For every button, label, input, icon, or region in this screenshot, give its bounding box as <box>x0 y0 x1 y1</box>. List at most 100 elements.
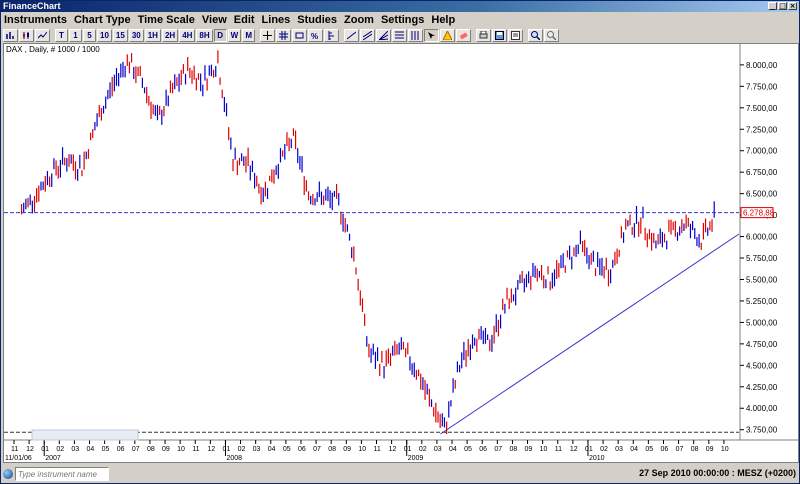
time-tick-label: 04 <box>87 446 95 453</box>
menu-lines[interactable]: Lines <box>261 14 291 26</box>
chart-panel[interactable]: 8.000,00 7.750,00 7.500,00 7.250,00 7.000,00… <box>3 43 799 463</box>
time-tick-label: 05 <box>283 446 291 453</box>
fibonacci-icon[interactable] <box>392 29 408 42</box>
time-tick-label: 02 <box>56 446 64 453</box>
year-label: 2009 <box>408 455 424 462</box>
current-price-box <box>740 207 774 219</box>
time-tick-label: 02 <box>238 446 246 453</box>
pointer-icon[interactable] <box>424 29 440 42</box>
channel-icon[interactable] <box>360 29 376 42</box>
price-tick-label: 6.750,00 <box>746 168 778 177</box>
year-label: 2010 <box>589 455 605 462</box>
timescale-10-button[interactable]: 10 <box>97 29 112 42</box>
menu-studies[interactable]: Studies <box>297 14 338 26</box>
price-tick-label: 7.000,00 <box>746 147 778 156</box>
time-tick-label: 10 <box>540 446 548 453</box>
time-tick-label: 12 <box>26 446 34 453</box>
time-tick-label: 06 <box>298 446 306 453</box>
price-tick-label: 6.000,00 <box>746 233 778 242</box>
price-chart[interactable]: 8.000,00 7.750,00 7.500,00 7.250,00 7.000,00… <box>4 44 798 462</box>
time-tick-label: 11 <box>555 446 562 453</box>
price-tick-label: 7.250,00 <box>746 125 778 134</box>
timescale-t-button[interactable]: T <box>55 29 68 42</box>
time-tick-label: 10 <box>177 446 185 453</box>
timescale-15-button[interactable]: 15 <box>112 29 128 42</box>
save-icon[interactable] <box>492 29 508 42</box>
fan-icon[interactable] <box>376 29 392 42</box>
time-tick-label: 07 <box>494 446 502 453</box>
time-tick-label: 06 <box>479 446 487 453</box>
menu-time-scale[interactable]: Time Scale <box>137 14 195 26</box>
timescale-d-button[interactable]: D <box>213 29 227 42</box>
price-bars <box>20 50 715 435</box>
print-icon[interactable] <box>476 29 492 42</box>
price-tick-label: 5.000,00 <box>746 318 778 327</box>
svg-text:%: % <box>311 32 318 40</box>
timescale-1-button[interactable]: 1 <box>69 29 82 42</box>
price-tick-label: 4.250,00 <box>746 383 778 392</box>
watermark-box <box>31 429 139 441</box>
timescale-4h-button[interactable]: 4H <box>179 29 196 42</box>
time-tick-label: 10 <box>721 446 729 453</box>
time-tick-label: 01 <box>222 446 230 453</box>
scale-icon[interactable] <box>324 29 340 42</box>
price-tick-label: 6.500,00 <box>746 190 778 199</box>
warning-icon[interactable] <box>440 29 456 42</box>
close-icon[interactable]: × <box>788 2 797 10</box>
toolbar: T 1 5 10 15 30 1H 2H 4H 8H D W M% <box>1 28 799 43</box>
menu-settings[interactable]: Settings <box>380 14 425 26</box>
menu-edit[interactable]: Edit <box>233 14 255 26</box>
trendline-icon[interactable] <box>344 29 360 42</box>
percent-icon[interactable]: % <box>308 29 324 42</box>
cycle-icon[interactable] <box>408 29 424 42</box>
instrument-input[interactable] <box>15 467 109 481</box>
trendline[interactable] <box>440 233 740 435</box>
time-tick-label: 01 <box>404 446 412 453</box>
grid-icon[interactable] <box>276 29 292 42</box>
minimize-icon[interactable]: _ <box>768 2 777 10</box>
time-tick-label: 07 <box>132 446 140 453</box>
time-tick-label: 03 <box>434 446 442 453</box>
timescale-8h-button[interactable]: 8H <box>196 29 213 42</box>
menu-instruments[interactable]: Instruments <box>4 14 67 26</box>
time-tick-label: 08 <box>147 446 155 453</box>
time-tick-label: 11 <box>374 446 381 453</box>
year-label: 2007 <box>45 455 61 462</box>
bar-chart-icon[interactable] <box>3 29 18 42</box>
price-tick-label: 4.500,00 <box>746 361 778 370</box>
zoom-out-icon[interactable] <box>544 29 560 42</box>
zoom-in-icon[interactable] <box>528 29 544 42</box>
price-tick-label: 5.500,00 <box>746 275 778 284</box>
candle-chart-icon[interactable] <box>19 29 34 42</box>
maximize-icon[interactable]: □ <box>778 2 787 10</box>
line-chart-icon[interactable] <box>35 29 50 42</box>
time-tick-label: 03 <box>71 446 79 453</box>
export-icon[interactable] <box>508 29 524 42</box>
menu-view[interactable]: View <box>201 14 227 26</box>
menu-chart-type[interactable]: Chart Type <box>73 14 131 26</box>
year-label: 2008 <box>226 455 242 462</box>
crosshair-icon[interactable] <box>260 29 276 42</box>
menu-zoom[interactable]: Zoom <box>344 14 374 26</box>
eraser-icon[interactable] <box>456 29 472 42</box>
time-tick-label: 03 <box>615 446 623 453</box>
time-tick-label: 11 <box>192 446 199 453</box>
timescale-w-button[interactable]: W <box>227 29 242 42</box>
instrument-icon[interactable] <box>3 469 13 479</box>
timescale-m-button[interactable]: M <box>242 29 256 42</box>
time-tick-label: 12 <box>570 446 578 453</box>
menu-help[interactable]: Help <box>431 14 456 26</box>
window-title: FinanceChart <box>3 1 61 11</box>
time-tick-label: 09 <box>162 446 170 453</box>
price-tick-label: 4.750,00 <box>746 340 778 349</box>
price-label-icon[interactable] <box>292 29 308 42</box>
timescale-1h-button[interactable]: 1H <box>144 29 161 42</box>
time-tick-label: 07 <box>676 446 684 453</box>
status-datetime: 27 Sep 2010 00:00:00 : MESZ (+0200) <box>639 468 796 478</box>
timescale-5-button[interactable]: 5 <box>83 29 96 42</box>
time-tick-label: 07 <box>313 446 321 453</box>
timescale-30-button[interactable]: 30 <box>128 29 144 42</box>
timescale-2h-button[interactable]: 2H <box>161 29 179 42</box>
price-tick-label: 7.500,00 <box>746 104 778 113</box>
